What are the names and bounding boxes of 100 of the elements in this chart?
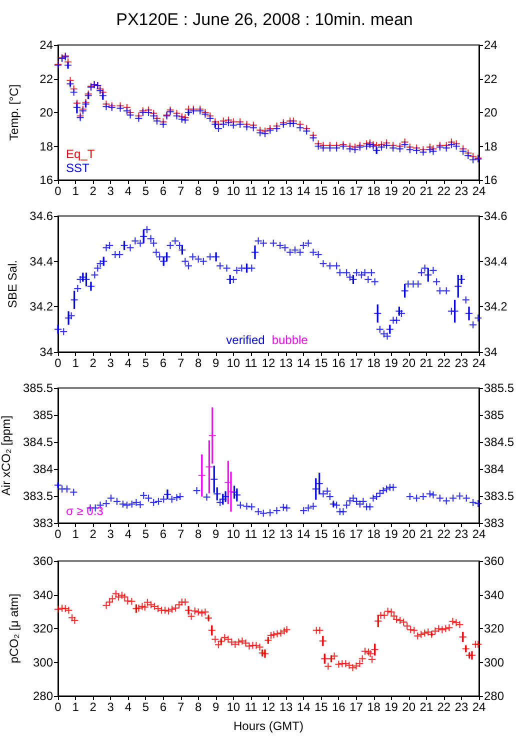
x-tick-label: 15 [314,700,328,714]
x-tick-label: 21 [420,356,434,370]
y2-tick-label: 22 [484,72,498,86]
y2-tick-label: 20 [484,106,498,120]
x-tick-label: 8 [194,700,202,714]
x-tick-label: 13 [279,184,294,198]
y2-tick-label: 384.5 [484,435,514,449]
y-tick-label: 34.4 [30,254,54,268]
x-tick-label: 6 [160,527,167,541]
x-tick-label: 9 [212,700,220,714]
y-tick-label: 280 [32,689,54,703]
x-tick-label: 22 [437,356,451,370]
x-tick-label: 23 [454,356,468,370]
x-tick-label: 12 [262,184,276,198]
x-tick-label: 4 [124,184,132,198]
legend-label: bubble [272,333,308,347]
y2-tick-label: 34.4 [484,254,508,268]
y-tick-label: 383 [32,516,54,530]
x-tick-label: 5 [142,527,150,541]
y2-tick-label: 16 [484,173,498,187]
x-tick-label: 14 [296,527,311,541]
y-tick-label: 20 [40,106,54,120]
x-tick-label: 24 [472,184,486,198]
y-tick-label: 360 [32,554,54,568]
y2-tick-label: 383.5 [484,489,514,503]
x-tick-label: 11 [244,356,258,370]
x-tick-label: 3 [107,356,114,370]
y-tick-label: 384 [32,462,54,476]
x-tick-label: 14 [296,184,311,198]
y2-tick-label: 280 [484,689,504,703]
x-tick-label: 13 [279,356,294,370]
x-tick-label: 10 [226,356,240,370]
y-tick-label: 24 [40,38,54,52]
x-tick-label: 9 [212,527,220,541]
x-tick-label: 11 [244,700,258,714]
y-tick-label: 34 [40,345,54,359]
x-tick-label: 20 [402,356,416,370]
y2-tick-label: 383 [484,516,504,530]
x-tick-label: 8 [194,184,202,198]
x-tick-label: 7 [177,700,184,714]
x-tick-label: 2 [90,527,97,541]
text: SST [66,161,90,175]
x-tick-label: 24 [472,527,486,541]
y-tick-label: 340 [32,588,54,602]
text: Eq_T [66,147,96,161]
x-tick-label: 11 [244,184,258,198]
y-tick-label: 384.5 [22,435,54,449]
x-tick-label: 15 [314,356,328,370]
x-tick-label: 17 [350,356,364,370]
x-tick-label: 16 [332,184,346,198]
y2-tick-label: 34.6 [484,209,508,223]
x-tick-label: 0 [54,184,62,198]
y-axis-title: Air xCO₂ [ppm] [0,415,14,496]
x-tick-label: 12 [262,527,276,541]
x-tick-label: 1 [72,700,80,714]
x-tick-label: 9 [212,184,220,198]
x-tick-label: 22 [437,527,451,541]
x-tick-label: 23 [454,700,468,714]
x-tick-label: 14 [296,700,311,714]
x-tick-label: 6 [160,184,167,198]
x-tick-label: 15 [314,184,328,198]
x-tick-label: 22 [437,700,451,714]
y-axis-title: pCO₂ [μ atm] [7,594,21,664]
x-tick-label: 19 [384,184,398,198]
x-tick-label: 2 [90,184,97,198]
x-tick-label: 13 [279,527,294,541]
x-tick-label: 13 [279,700,294,714]
x-tick-label: 23 [454,527,468,541]
x-tick-label: 4 [124,527,132,541]
y-tick-label: 16 [40,173,54,187]
x-tick-label: 7 [177,356,184,370]
x-tick-label: 24 [472,356,486,370]
x-tick-label: 17 [350,527,364,541]
x-tick-label: 18 [367,700,381,714]
x-tick-label: 11 [244,527,258,541]
text: verified [226,333,265,347]
x-tick-label: 6 [160,356,167,370]
x-tick-label: 14 [296,356,311,370]
x-tick-label: 4 [124,700,132,714]
x-tick-label: 1 [72,184,80,198]
x-tick-label: 9 [212,356,220,370]
chart-title: PX120E : June 26, 2008 : 10min. mean [116,10,413,29]
x-tick-label: 5 [142,356,150,370]
x-tick-label: 12 [262,356,276,370]
x-tick-label: 16 [332,527,346,541]
y-tick-label: 385 [32,408,54,422]
x-tick-label: 19 [384,527,398,541]
x-tick-label: 21 [420,527,434,541]
x-tick-label: 23 [454,184,468,198]
x-axis-title: Hours (GMT) [234,719,304,733]
y2-tick-label: 385 [484,408,504,422]
y2-tick-label: 24 [484,38,498,52]
y2-tick-label: 34.2 [484,300,508,314]
x-tick-label: 20 [402,527,416,541]
x-tick-label: 20 [402,700,416,714]
x-tick-label: 2 [90,700,97,714]
y2-tick-label: 360 [484,554,504,568]
y-tick-label: 320 [32,622,54,636]
y-tick-label: 300 [32,655,54,670]
x-tick-label: 19 [384,356,398,370]
